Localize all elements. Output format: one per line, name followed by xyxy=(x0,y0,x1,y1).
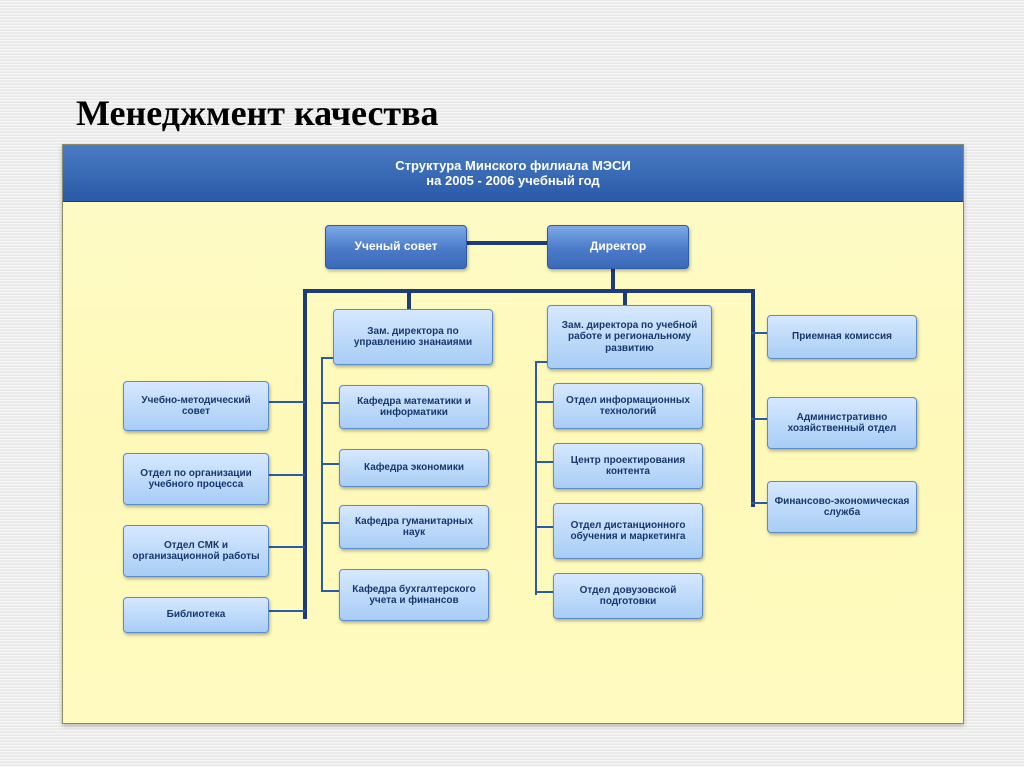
header-line-1: Структура Минского филиала МЭСИ xyxy=(63,158,963,173)
org-chart-diagram: Структура Минского филиала МЭСИ на 2005 … xyxy=(62,144,964,724)
slide-page: Менеджмент качества Структура Минского ф… xyxy=(0,0,1024,767)
node-methodical-council: Учебно-методический совет xyxy=(123,381,269,431)
node-preuniversity: Отдел довузовской подготовки xyxy=(553,573,703,619)
node-dept-accounting: Кафедра бухгалтерского учета и финансов xyxy=(339,569,489,621)
node-admissions: Приемная комиссия xyxy=(767,315,917,359)
connector xyxy=(535,461,555,463)
node-deputy-academic: Зам. директора по учебной работе и регио… xyxy=(547,305,712,369)
connector xyxy=(321,402,341,404)
connector xyxy=(321,590,341,592)
header-line-2: на 2005 - 2006 учебный год xyxy=(63,173,963,188)
connector xyxy=(535,591,555,593)
node-library: Библиотека xyxy=(123,597,269,633)
node-study-process: Отдел по организации учебного процесса xyxy=(123,453,269,505)
node-academic-council: Ученый совет xyxy=(325,225,467,269)
connector xyxy=(321,522,341,524)
connector xyxy=(407,289,411,309)
connector xyxy=(535,526,555,528)
node-administrative: Административно хозяйственный отдел xyxy=(767,397,917,449)
node-it-dept: Отдел информационных технологий xyxy=(553,383,703,429)
connector xyxy=(321,463,341,465)
node-content-design: Центр проектирования контента xyxy=(553,443,703,489)
node-director: Директор xyxy=(547,225,689,269)
connector xyxy=(303,289,755,293)
diagram-header: Структура Минского филиала МЭСИ на 2005 … xyxy=(63,145,963,202)
node-deputy-knowledge: Зам. директора по управлению знанаиями xyxy=(333,309,493,365)
node-dept-humanities: Кафедра гуманитарных наук xyxy=(339,505,489,549)
connector xyxy=(457,241,547,245)
slide-title: Менеджмент качества xyxy=(76,92,439,134)
node-dept-economics: Кафедра экономики xyxy=(339,449,489,487)
connector xyxy=(321,357,323,592)
connector xyxy=(303,289,307,619)
connector xyxy=(535,361,537,595)
node-financial: Финансово-экономическая служба xyxy=(767,481,917,533)
connector xyxy=(751,289,755,507)
node-qms-dept: Отдел СМК и организационной работы xyxy=(123,525,269,577)
connector xyxy=(535,401,555,403)
node-dept-math-cs: Кафедра математики и информатики xyxy=(339,385,489,429)
node-distance-marketing: Отдел дистанционного обучения и маркетин… xyxy=(553,503,703,559)
